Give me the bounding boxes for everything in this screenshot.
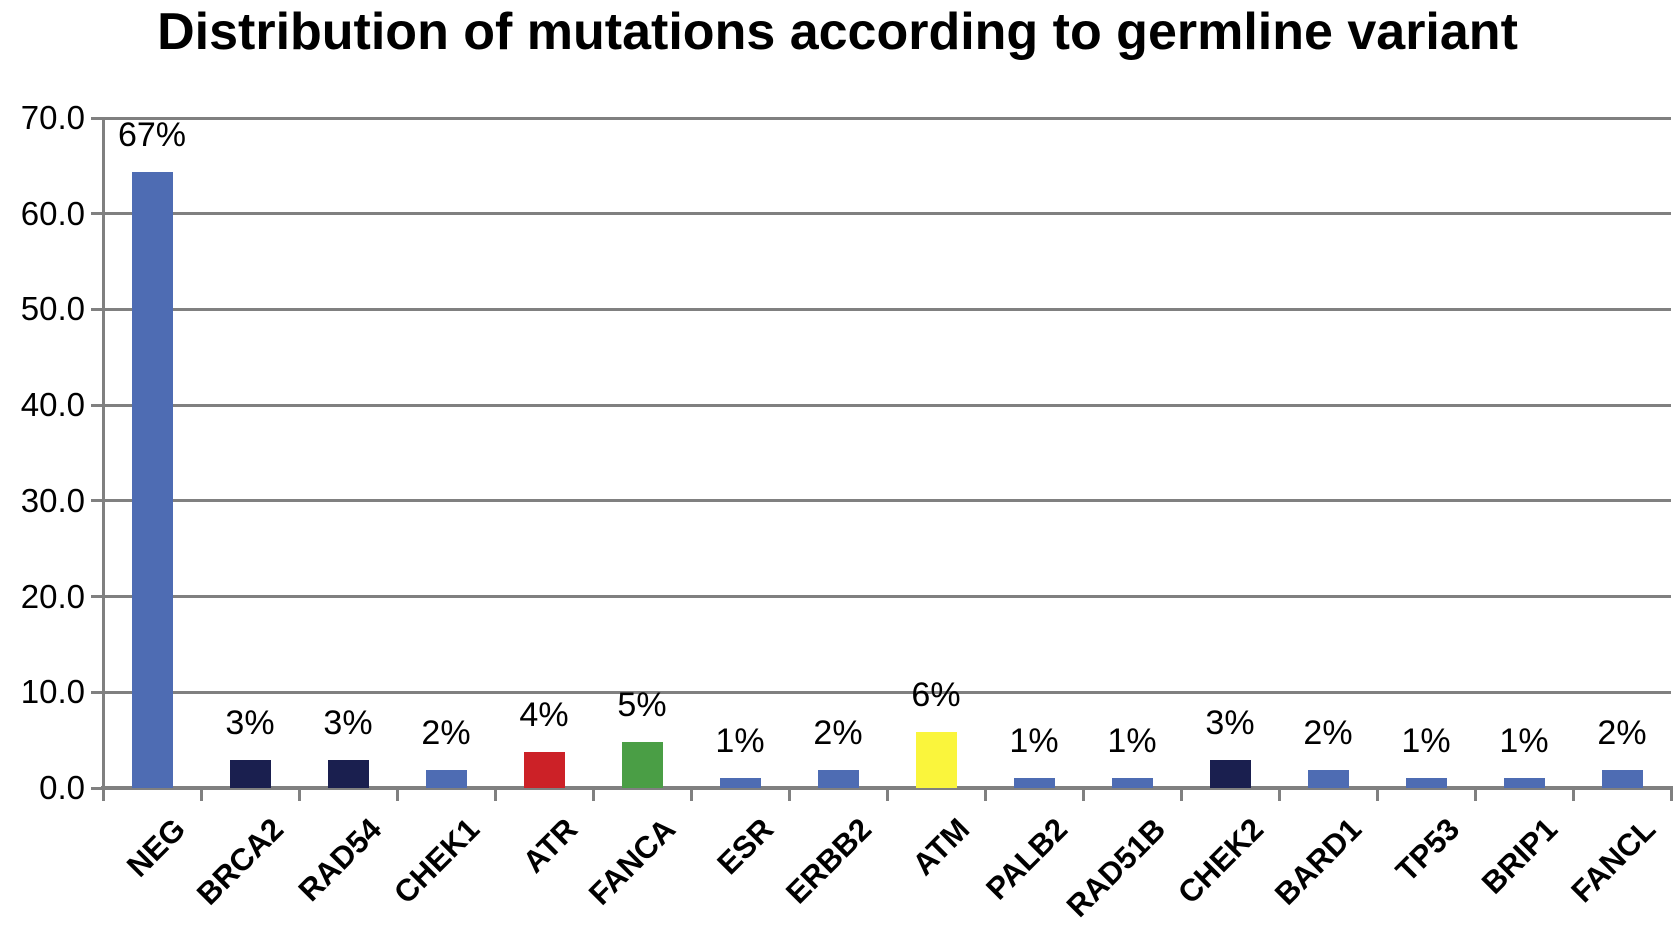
y-axis-tick-label: 70.0: [20, 99, 85, 136]
x-axis-tick: [1277, 788, 1281, 801]
x-axis-tick: [1669, 788, 1673, 801]
gridline: [91, 212, 1671, 216]
x-axis-tick: [395, 788, 399, 801]
bar-value-label: 1%: [1401, 722, 1451, 761]
bar-value-label: 67%: [117, 115, 187, 154]
bar-value-label: 5%: [617, 686, 667, 725]
gridline: [91, 595, 1671, 599]
x-axis-tick: [297, 788, 301, 801]
gridline: [91, 403, 1671, 407]
bar-value-label: 2%: [813, 713, 863, 752]
bar-palb2: [1013, 778, 1055, 788]
bar-value-label: 1%: [1499, 722, 1549, 761]
bar-neg: [131, 171, 173, 788]
x-axis-tick: [1571, 788, 1575, 801]
bar-rad54: [327, 760, 369, 788]
bar-chek2: [1209, 760, 1251, 788]
bar-value-label: 4%: [519, 695, 569, 734]
x-axis-tick: [199, 788, 203, 801]
bar-value-label: 3%: [323, 704, 373, 743]
bar-atm: [915, 732, 957, 788]
x-axis-tick: [1179, 788, 1183, 801]
bar-fanca: [621, 742, 663, 788]
x-axis-tick: [983, 788, 987, 801]
gridline: [91, 116, 1671, 120]
x-axis-tick: [1081, 788, 1085, 801]
bar-esr: [719, 778, 761, 788]
x-axis-tick: [689, 788, 693, 801]
x-axis-tick: [101, 788, 105, 801]
y-axis-tick-label: 60.0: [20, 194, 85, 232]
bar-brca2: [229, 760, 271, 788]
bar-value-label: 2%: [1597, 713, 1647, 752]
bar-value-label: 2%: [1303, 713, 1353, 752]
bar-value-label: 1%: [1107, 722, 1157, 761]
bar-tp53: [1405, 778, 1447, 788]
bar-value-label: 3%: [1205, 704, 1255, 743]
bar-bard1: [1307, 769, 1349, 788]
y-axis-tick-label: 0.0: [39, 769, 85, 806]
x-axis-tick: [885, 788, 889, 801]
x-axis-tick: [1375, 788, 1379, 801]
y-axis-tick-label: 40.0: [20, 386, 85, 424]
gridline: [91, 690, 1671, 694]
bar-value-label: 2%: [421, 713, 471, 752]
y-axis-tick-label: 50.0: [20, 290, 85, 328]
chart-title: Distribution of mutations according to g…: [157, 3, 1518, 61]
x-axis-tick: [591, 788, 595, 801]
bar-fancl: [1601, 769, 1643, 788]
gridline: [91, 499, 1671, 503]
bar-value-label: 3%: [225, 704, 275, 743]
y-axis-tick-label: 10.0: [20, 673, 85, 711]
x-axis-tick: [787, 788, 791, 801]
y-axis-line: [101, 118, 105, 788]
y-axis-tick-label: 30.0: [20, 481, 85, 519]
bar-brip1: [1503, 778, 1545, 788]
gridline: [91, 307, 1671, 311]
bar-chek1: [425, 769, 467, 788]
bar-value-label: 1%: [1009, 722, 1059, 761]
bar-atr: [523, 751, 565, 788]
x-axis-tick: [493, 788, 497, 801]
bar-value-label: 6%: [911, 676, 961, 715]
y-axis-tick-label: 20.0: [20, 577, 85, 615]
bar-value-label: 1%: [715, 722, 765, 761]
bar-rad51b: [1111, 778, 1153, 788]
bar-erbb2: [817, 769, 859, 788]
x-axis-tick: [1473, 788, 1477, 801]
